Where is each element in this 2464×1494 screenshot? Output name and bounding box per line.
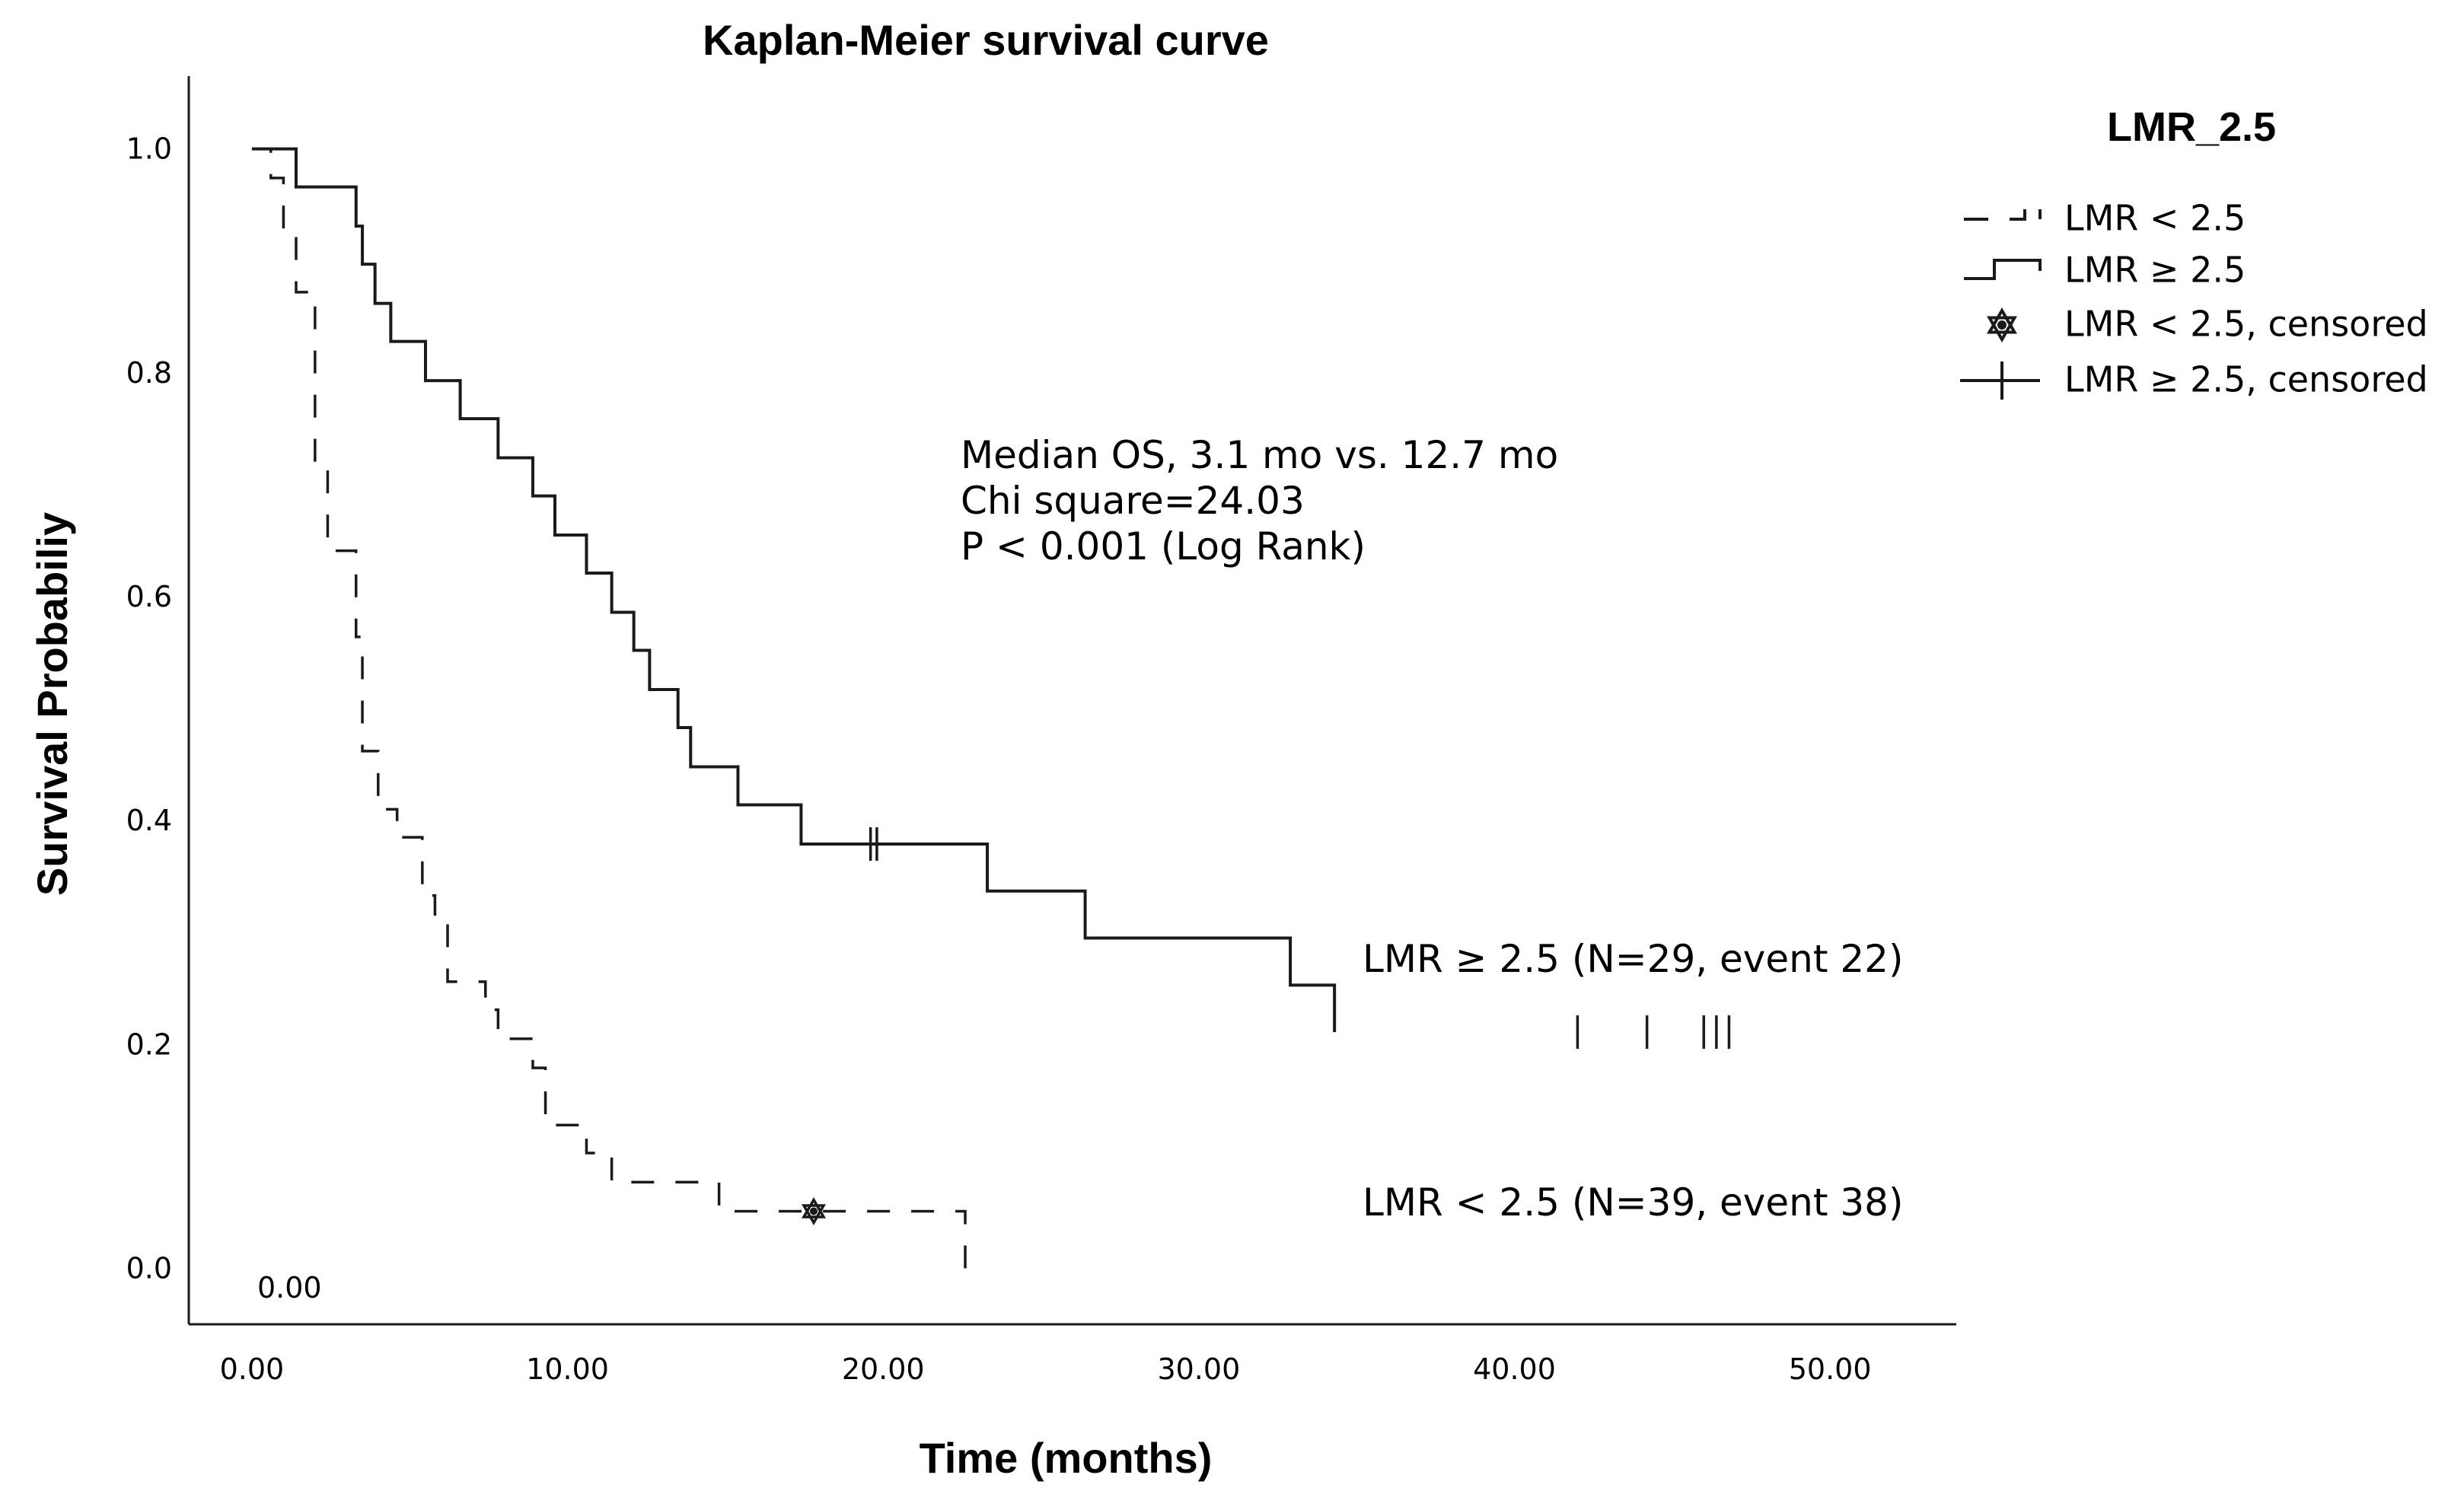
chart-title: Kaplan-Meier survival curve: [703, 16, 1269, 64]
legend-swatch-star: [1987, 307, 2017, 342]
legend-item-high: LMR ≥ 2.5: [1964, 250, 2246, 291]
stats-chi-square: Chi square=24.03: [961, 479, 1305, 523]
x-tick-label: 30.00: [1157, 1352, 1240, 1386]
y-tick-label: 0.4: [126, 804, 172, 837]
high-group-label: LMR ≥ 2.5 (N=29, event 22): [1363, 937, 1903, 981]
legend-swatch-solid: [1964, 259, 2042, 280]
y-axis-label: Survival Probabiliy: [28, 512, 76, 896]
y-tick-label: 1.0: [126, 132, 172, 166]
legend-label-high: LMR ≥ 2.5: [2064, 250, 2246, 291]
x-tick-label: 10.00: [526, 1352, 609, 1386]
origin-label: 0.00: [257, 1271, 322, 1304]
x-tick-label: 50.00: [1789, 1352, 1872, 1386]
x-tick-label: 40.00: [1473, 1352, 1556, 1386]
censor-marks: [801, 827, 1731, 1225]
x-tick-label: 20.00: [842, 1352, 925, 1386]
legend-item-low: LMR < 2.5: [1964, 198, 2246, 239]
y-tick-label: 0.6: [126, 580, 172, 613]
x-axis-label: Time (months): [920, 1434, 1213, 1482]
ticks: 0.00 10.00 20.00 30.00 40.00 50.00 0.0 0.2 0.4 0.…: [126, 132, 1872, 1386]
axes: [187, 76, 1956, 1326]
stats-p-value: P < 0.001 (Log Rank): [961, 524, 1366, 569]
survival-curves: [251, 147, 1337, 1269]
stats-annotation: Median OS, 3.1 mo vs. 12.7 mo Chi square…: [961, 433, 1558, 569]
legend-item-low-censored: LMR < 2.5, censored: [1987, 304, 2428, 345]
y-tick-label: 0.8: [126, 356, 172, 390]
censor-star: [801, 1196, 827, 1225]
censor-star-center: [809, 1207, 818, 1215]
series-line-low-lmr: [251, 147, 967, 1269]
legend-label-low-censored: LMR < 2.5, censored: [2064, 304, 2428, 345]
stats-median-os: Median OS, 3.1 mo vs. 12.7 mo: [961, 433, 1558, 477]
legend-swatch-cross: [1960, 362, 2040, 400]
y-tick-label: 0.0: [126, 1251, 172, 1285]
legend-item-high-censored: LMR ≥ 2.5, censored: [1960, 359, 2428, 400]
legend-swatch-dashed: [1964, 209, 2042, 221]
x-tick-label: 0.00: [220, 1352, 285, 1386]
legend-label-high-censored: LMR ≥ 2.5, censored: [2064, 359, 2428, 400]
low-group-label: LMR < 2.5 (N=39, event 38): [1363, 1180, 1903, 1225]
y-tick-label: 0.2: [126, 1027, 172, 1061]
legend-label-low: LMR < 2.5: [2064, 198, 2246, 239]
legend-title: LMR_2.5: [2107, 104, 2276, 150]
censor-mark-low-lmr: [801, 1196, 827, 1225]
legend: LMR_2.5 LMR < 2.5 LMR ≥ 2.5 LMR < 2.5, c…: [1960, 104, 2428, 400]
series-line-high-lmr: [251, 147, 1337, 1033]
